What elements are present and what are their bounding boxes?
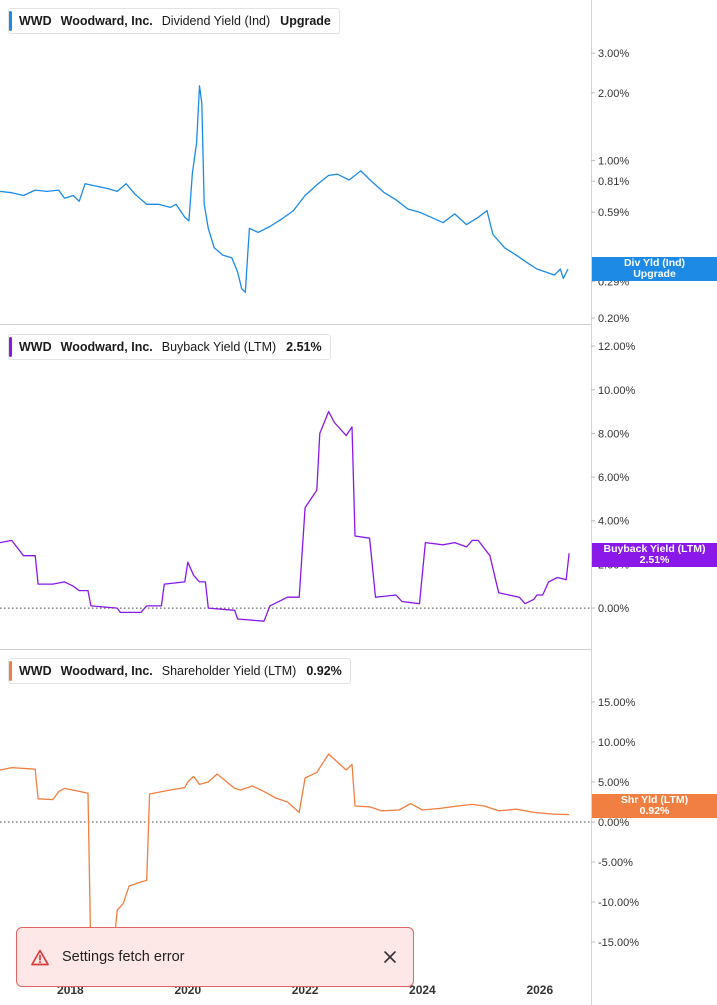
- x-tick-label: 2024: [409, 983, 436, 997]
- y-tick-label: 0.81%: [598, 176, 629, 188]
- legend-company: Woodward, Inc.: [60, 340, 153, 354]
- y-tick-label: 5.00%: [598, 777, 629, 789]
- y-tick-label: 0.59%: [598, 207, 629, 219]
- tag-value: Upgrade: [633, 268, 676, 280]
- x-tick-label: 2026: [526, 983, 554, 997]
- y-tick-label: 15.00%: [598, 697, 636, 709]
- buyback-yield-chart: 12.00%10.00%8.00%6.00%4.00%2.00%0.00%: [0, 341, 636, 622]
- y-tick-label: 0.00%: [598, 603, 629, 615]
- legend-company: Woodward, Inc.: [60, 14, 153, 28]
- shareholder-yield-panel: 15.00% 10.00% 5.00% 0.00% -5.00% -10.00% -15.0…: [0, 650, 717, 980]
- dividend-yield-legend[interactable]: WWD Woodward, Inc. Dividend Yield (Ind) …: [8, 8, 340, 34]
- shareholder-yield-legend[interactable]: WWD Woodward, Inc. Shareholder Yield (LT…: [8, 658, 351, 684]
- legend-metric: Buyback Yield (LTM): [161, 340, 277, 354]
- y-tick-label: 3.00%: [598, 48, 629, 60]
- legend-company: Woodward, Inc.: [60, 664, 153, 678]
- series-line-shareholder: [0, 753, 570, 967]
- y-axis-line: [591, 0, 592, 1005]
- y-tick-label: 4.00%: [598, 516, 629, 528]
- y-tick-label: -5.00%: [598, 857, 633, 869]
- series-color-stripe: [9, 11, 12, 31]
- y-tick-label: 12.00%: [598, 341, 636, 353]
- panel-divider: [0, 324, 592, 325]
- legend-ticker: WWD: [19, 664, 52, 678]
- legend-value[interactable]: Upgrade: [280, 14, 331, 28]
- series-color-stripe: [9, 337, 12, 357]
- series-line-buyback: [0, 410, 570, 622]
- y-tick-label: 1.00%: [598, 156, 629, 168]
- shareholder-yield-tag: Shr Yld (LTM) 0.92%: [592, 794, 717, 818]
- tag-label: Div Yld (Ind): [623, 257, 686, 269]
- buyback-yield-panel: 12.00%10.00%8.00%6.00%4.00%2.00%0.00% WW…: [0, 325, 717, 649]
- series-line-dividend: [0, 85, 569, 293]
- y-tick-label: 8.00%: [598, 428, 629, 440]
- y-tick-label: 10.00%: [598, 385, 636, 397]
- dividend-yield-tag: Div Yld (Ind) Upgrade: [592, 257, 717, 281]
- error-toast: Settings fetch error: [16, 927, 414, 987]
- y-tick-label: 0.00%: [598, 817, 629, 829]
- toast-message: Settings fetch error: [62, 949, 185, 965]
- y-tick-label: 10.00%: [598, 737, 636, 749]
- shareholder-yield-chart: 15.00% 10.00% 5.00% 0.00% -5.00% -10.00% -15.0…: [0, 697, 639, 967]
- series-color-stripe: [9, 661, 12, 681]
- warning-icon: [31, 949, 49, 966]
- dividend-yield-chart: 3.00%2.00%1.00%0.81%0.59%0.29%0.20%: [0, 48, 629, 324]
- tag-label: Shr Yld (LTM): [620, 794, 689, 806]
- y-tick-label: -10.00%: [598, 897, 639, 909]
- legend-value: 2.51%: [286, 340, 322, 354]
- y-tick-label: 2.00%: [598, 88, 629, 100]
- buyback-yield-legend[interactable]: WWD Woodward, Inc. Buyback Yield (LTM) 2…: [8, 334, 331, 360]
- buyback-yield-tag: Buyback Yield (LTM) 2.51%: [592, 543, 717, 567]
- panel-divider: [0, 649, 592, 650]
- legend-metric: Shareholder Yield (LTM): [161, 664, 297, 678]
- legend-metric: Dividend Yield (Ind): [161, 14, 271, 28]
- legend-ticker: WWD: [19, 14, 52, 28]
- tag-value: 2.51%: [639, 554, 670, 566]
- legend-ticker: WWD: [19, 340, 52, 354]
- tag-value: 0.92%: [639, 805, 670, 817]
- dividend-yield-panel: 3.00% 2.00% 1.00% 0.81% 0.59% 0.29% 0.20% WWD …: [0, 0, 717, 324]
- tag-label: Buyback Yield (LTM): [603, 543, 706, 555]
- y-tick-label: 0.20%: [598, 313, 629, 324]
- y-tick-label: 6.00%: [598, 472, 629, 484]
- legend-value: 0.92%: [306, 664, 342, 678]
- y-tick-label: -15.00%: [598, 937, 639, 949]
- close-icon[interactable]: [381, 948, 399, 966]
